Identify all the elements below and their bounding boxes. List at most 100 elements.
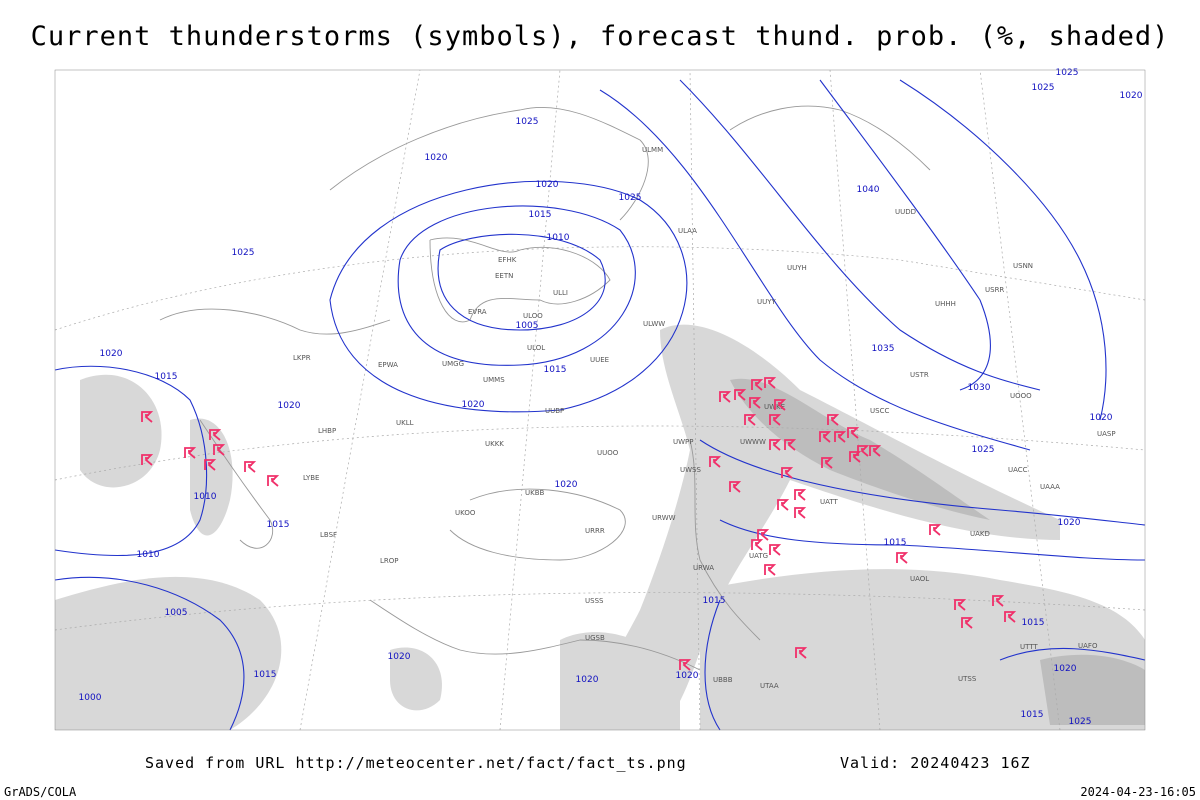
station-code: UASP — [1097, 430, 1116, 438]
shade-area — [55, 576, 282, 730]
saved-url: Saved from URL http://meteocenter.net/fa… — [145, 754, 687, 772]
thunderstorm-symbol — [679, 659, 692, 671]
shade-area — [598, 324, 1060, 730]
thunderstorm-symbol — [834, 431, 847, 443]
thunderstorm-symbol — [751, 379, 764, 391]
station-code: ULWW — [643, 320, 665, 328]
isobars — [54, 79, 1146, 731]
isobar-label: 1040 — [857, 185, 880, 195]
isobar-label: 1025 — [619, 193, 642, 203]
isobar-label: 1020 — [1090, 413, 1113, 423]
thunderstorm-symbol — [794, 489, 807, 501]
isobar — [437, 233, 606, 331]
isobar — [679, 79, 1041, 391]
coastline — [429, 237, 611, 323]
station-code: UWPP — [673, 438, 694, 446]
thunderstorm-symbol — [729, 481, 742, 493]
thunderstorm-symbol — [757, 529, 770, 541]
station-code: USSS — [585, 597, 604, 605]
timestamp: 2024-04-23-16:05 — [1080, 785, 1196, 799]
thunderstorm-symbol — [784, 439, 797, 451]
isobar-label: 1020 — [1058, 518, 1081, 528]
isobar — [54, 365, 208, 557]
coastline — [689, 439, 761, 641]
coastline — [449, 488, 626, 561]
isobar — [899, 79, 1107, 421]
isobar-label: 1020 — [462, 400, 485, 410]
station-code: UKLL — [396, 419, 414, 427]
isobar-label: 1015 — [254, 670, 277, 680]
station-code: USCC — [870, 407, 889, 415]
station-code: UUYH — [787, 264, 807, 272]
isobar-label: 1020 — [388, 652, 411, 662]
station-code: EFHK — [498, 256, 517, 264]
station-code: UMGG — [442, 360, 464, 368]
isobar-label: 1020 — [676, 671, 699, 681]
station-code: UAKD — [970, 530, 990, 538]
station-code: UWSS — [680, 466, 701, 474]
thunderstorm-symbol — [769, 439, 782, 451]
thunderstorm-symbol — [954, 599, 967, 611]
isobar — [699, 439, 1146, 526]
thunderstorm-symbol — [847, 427, 860, 439]
valid-time: Valid: 20240423 16Z — [840, 754, 1031, 772]
grid-line — [299, 69, 421, 731]
isobar-label: 1020 — [536, 180, 559, 190]
thunderstorm-symbol — [821, 457, 834, 469]
thunderstorm-symbol — [267, 475, 280, 487]
station-code: UMMS — [483, 376, 505, 384]
station-code: UTAA — [760, 682, 779, 690]
isobar-label: 1025 — [1069, 717, 1092, 727]
coastline — [369, 599, 701, 671]
station-code: UKKK — [485, 440, 504, 448]
station-code: UATT — [820, 498, 839, 506]
grid-line — [499, 69, 561, 731]
station-code: UUYY — [757, 298, 777, 306]
thunderstorm-symbol — [749, 397, 762, 409]
isobar — [599, 89, 1031, 451]
shade-core — [730, 378, 990, 520]
isobar — [54, 576, 245, 731]
thunderstorm-symbol — [849, 451, 862, 463]
isobar-label: 1015 — [1022, 618, 1045, 628]
station-code: URWW — [652, 514, 676, 522]
shade-area — [700, 569, 1145, 730]
thunderstorm-symbol — [794, 507, 807, 519]
thunderstorm-symbol — [992, 595, 1005, 607]
thunderstorm-symbol — [751, 539, 764, 551]
map-labels: 1025 1020 1020 1025 1015 1010 1005 1015 1020 1025… — [79, 68, 1143, 727]
station-code: UUBP — [545, 407, 564, 415]
isobar — [999, 647, 1146, 661]
thunderstorm-symbol — [209, 429, 222, 441]
thunderstorm-symbol — [896, 552, 909, 564]
isobar-label: 1020 — [100, 349, 123, 359]
thunderstorm-symbol — [774, 399, 787, 411]
station-code: ULAA — [678, 227, 697, 235]
isobar-label: 1000 — [79, 693, 102, 703]
thunderstorm-symbol — [719, 391, 732, 403]
thunderstorm-symbol — [769, 414, 782, 426]
thunderstorm-symbol — [213, 444, 226, 456]
thunderstorm-symbol — [244, 461, 257, 473]
thunderstorm-symbol — [819, 431, 832, 443]
isobar-label: 1020 — [278, 401, 301, 411]
grid-line — [829, 69, 881, 731]
isobar-label: 1025 — [516, 117, 539, 127]
station-code: UAFO — [1078, 642, 1098, 650]
station-code: UACC — [1008, 466, 1028, 474]
thunderstorm-symbol — [764, 377, 777, 389]
isobar-label: 1030 — [968, 383, 991, 393]
station-code: LKPR — [293, 354, 311, 362]
station-code: UAAA — [1040, 483, 1060, 491]
station-code: LROP — [380, 557, 399, 565]
coastline — [729, 105, 931, 171]
coastlines — [159, 105, 931, 671]
thunderstorm-symbol — [869, 445, 882, 457]
isobar-label: 1020 — [555, 480, 578, 490]
shade-area — [560, 632, 680, 730]
isobar-label: 1015 — [267, 520, 290, 530]
isobar-label: 1025 — [1032, 83, 1055, 93]
station-code: EPWA — [378, 361, 398, 369]
thunderstorm-symbol — [204, 459, 217, 471]
thunderstorm-symbol — [141, 411, 154, 423]
